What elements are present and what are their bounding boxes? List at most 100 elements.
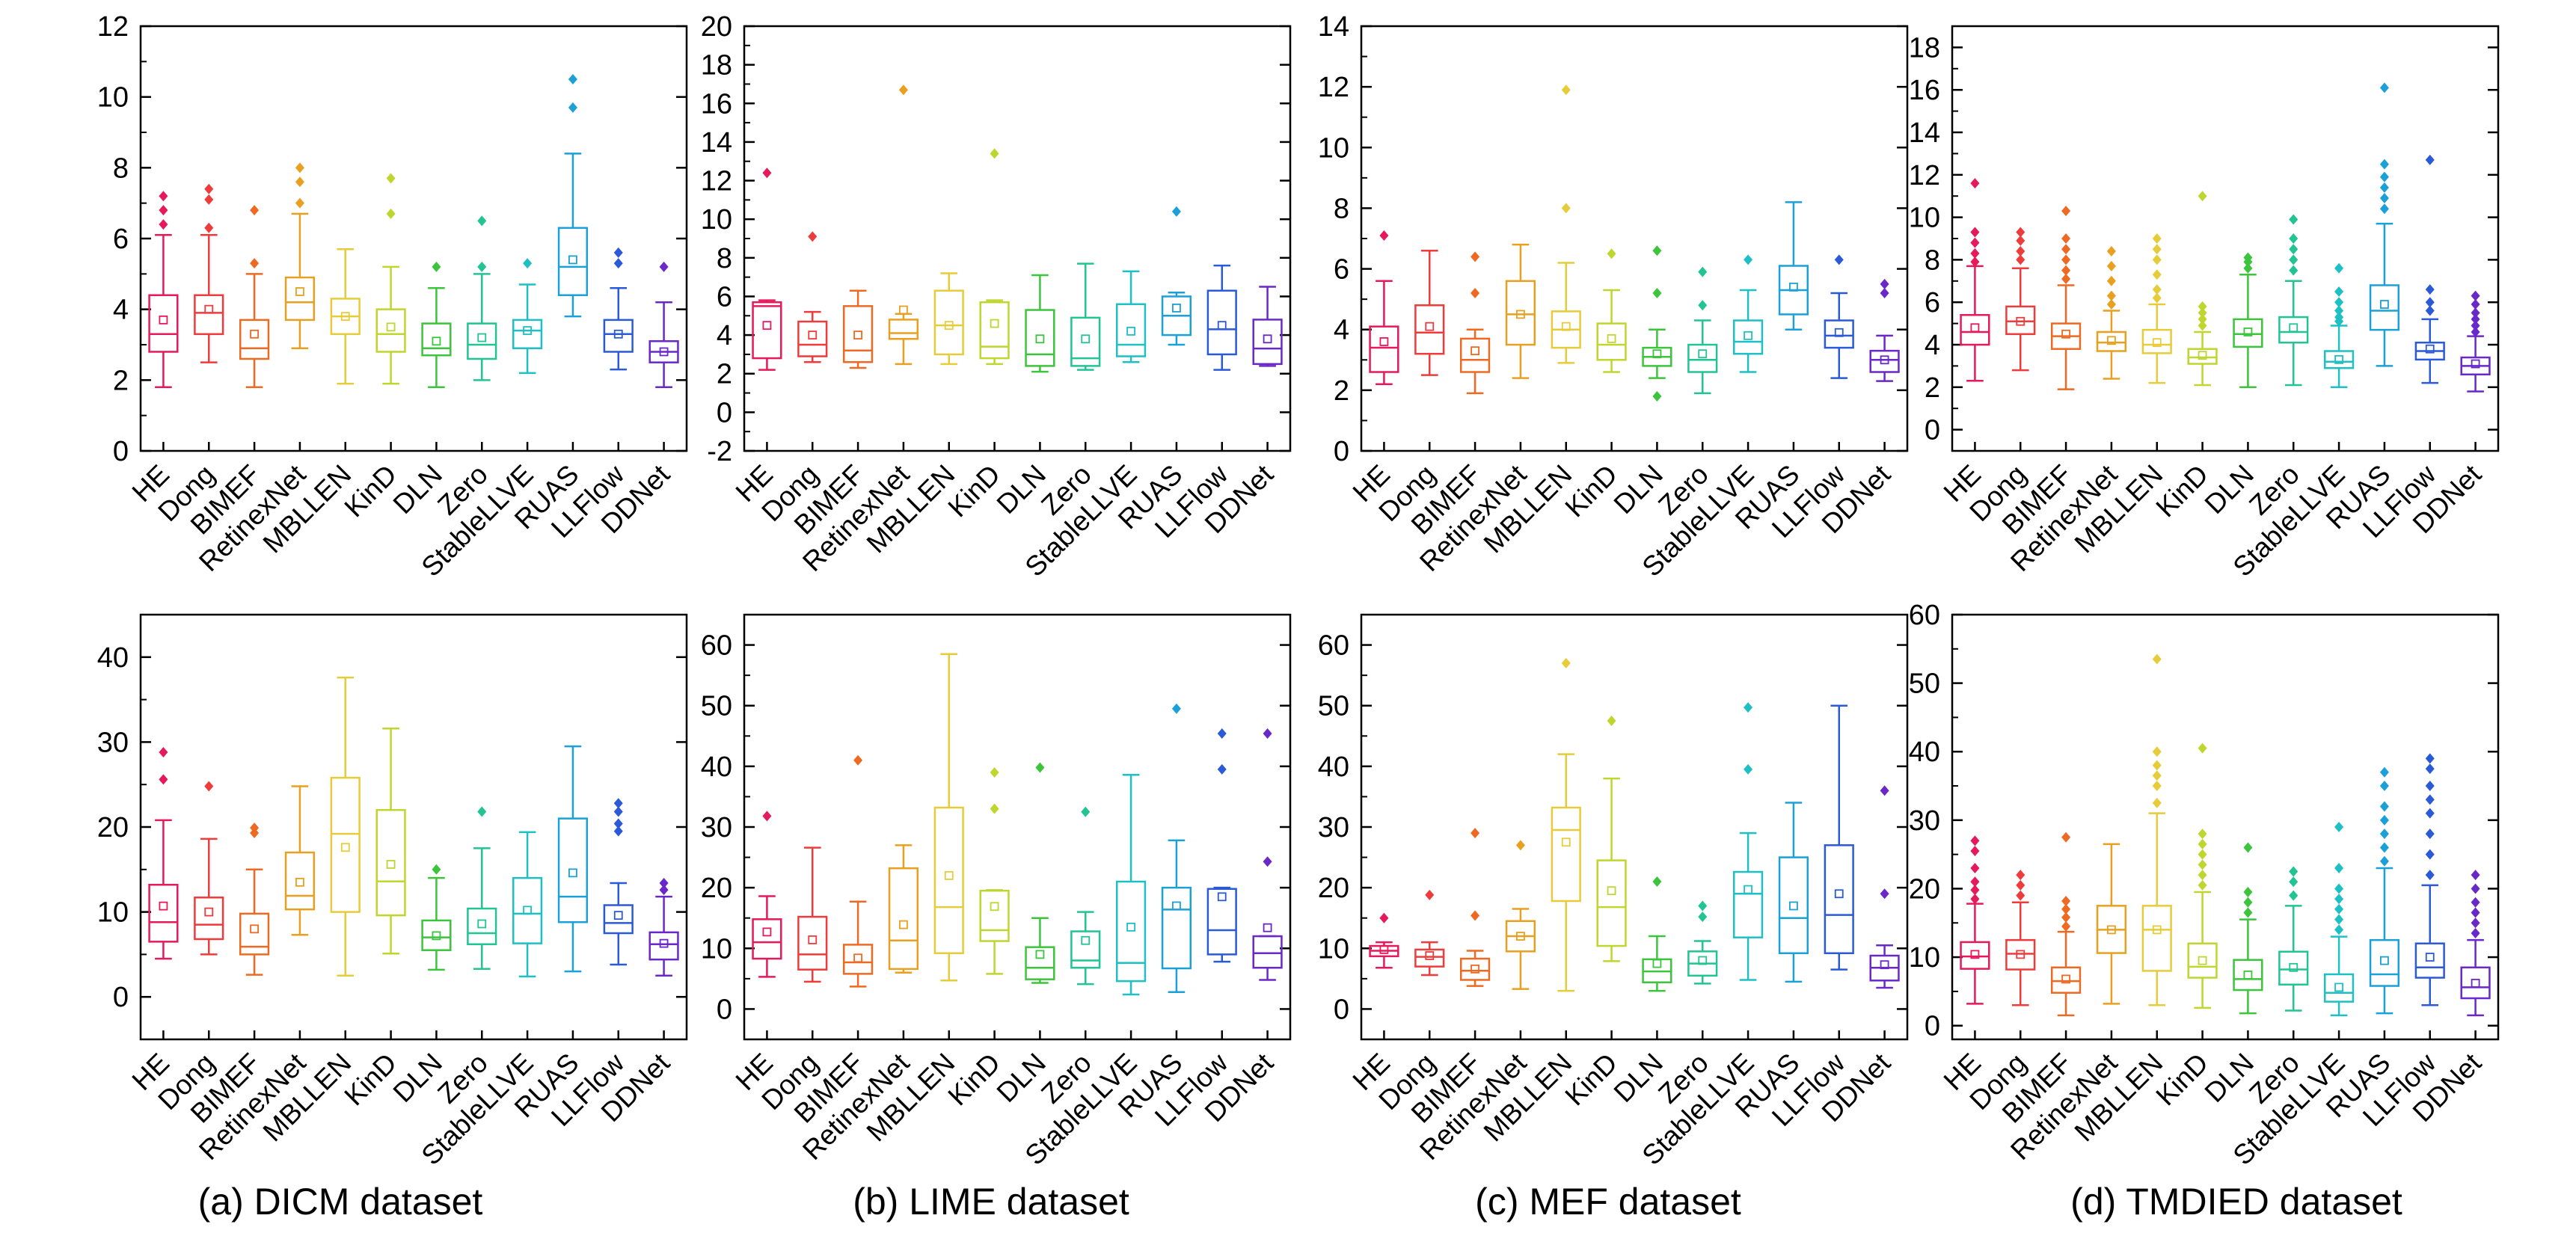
y-tick-label: -2 xyxy=(707,436,732,467)
box-iqr xyxy=(1732,319,1764,355)
mean-marker xyxy=(1652,959,1662,968)
mean-marker xyxy=(762,927,772,937)
box-RetinexNet xyxy=(888,844,919,974)
outlier-point xyxy=(1880,278,1889,289)
y-tick-label: 8 xyxy=(113,153,129,184)
mean-marker xyxy=(432,931,441,941)
box-Zero xyxy=(2278,214,2309,387)
box-DLN xyxy=(1025,274,1055,373)
outlier-point xyxy=(2016,870,2025,881)
outlier-point xyxy=(2152,797,2162,808)
box-iqr xyxy=(603,319,634,353)
box-HE xyxy=(752,167,782,371)
box-iqr xyxy=(194,897,224,941)
box-HE xyxy=(1369,230,1399,385)
mean-marker xyxy=(2380,300,2389,309)
y-tick-label: 10 xyxy=(701,204,732,236)
outlier-point xyxy=(2289,233,2299,244)
box-MBLLEN xyxy=(933,653,964,982)
chart-tmdied-top: 024681012141618HEDongBIMEFRetinexNetMBLL… xyxy=(1909,25,2500,582)
y-tick-label: 40 xyxy=(97,642,129,674)
outlier-point xyxy=(2471,907,2480,918)
outlier-point xyxy=(295,197,304,209)
mean-marker xyxy=(1263,334,1272,344)
box-iqr xyxy=(1070,316,1101,367)
box-iqr xyxy=(2096,331,2127,352)
outlier-point xyxy=(2471,299,2480,310)
mean-marker xyxy=(2243,328,2253,336)
mean-marker xyxy=(613,329,623,339)
mean-marker xyxy=(204,304,214,314)
mean-marker xyxy=(659,938,669,948)
box-Dong xyxy=(1414,249,1445,376)
mean-marker xyxy=(523,906,532,915)
box-iqr xyxy=(933,806,964,955)
x-tick-label: DLN xyxy=(1608,1048,1669,1108)
y-tick-label: 60 xyxy=(1909,600,1940,631)
x-tick-label: KinD xyxy=(1560,1048,1624,1112)
y-tick-label: 20 xyxy=(701,11,732,43)
outlier-point xyxy=(2198,301,2207,312)
y-tick-label: 0 xyxy=(113,982,129,1013)
y-tick-label: 30 xyxy=(701,812,732,843)
outlier-point xyxy=(2471,290,2480,301)
outlier-point xyxy=(2198,191,2207,202)
y-tick-label: 4 xyxy=(1334,315,1349,346)
plot-frame xyxy=(1360,25,1909,452)
outlier-point xyxy=(2471,870,2480,881)
mean-marker xyxy=(1471,964,1479,974)
box-iqr xyxy=(239,912,270,956)
outlier-point xyxy=(2379,855,2389,867)
outlier-point xyxy=(853,754,863,766)
y-tick-label: 18 xyxy=(701,50,732,82)
outlier-point xyxy=(2243,897,2253,908)
box-HE xyxy=(1369,912,1399,969)
outlier-point xyxy=(2425,808,2435,819)
y-tick-label: 20 xyxy=(97,812,129,843)
box-iqr xyxy=(1115,303,1147,357)
box-iqr xyxy=(1732,870,1764,938)
box-KinD xyxy=(375,173,406,385)
outlier-point xyxy=(2425,284,2435,295)
outlier-point xyxy=(1880,888,1889,900)
box-iqr xyxy=(330,776,361,913)
outlier-point xyxy=(204,183,214,194)
y-tick-label: 4 xyxy=(1925,330,1940,361)
outlier-point xyxy=(2425,297,2435,308)
mean-marker xyxy=(944,321,954,331)
mean-marker xyxy=(1516,932,1525,941)
mean-marker xyxy=(1561,837,1571,847)
box-iqr xyxy=(1070,930,1101,969)
box-Zero xyxy=(1070,806,1101,986)
outlier-point xyxy=(762,811,772,822)
mean-marker xyxy=(386,860,396,869)
outlier-point xyxy=(1970,846,1980,857)
outlier-point xyxy=(2379,82,2389,93)
box-Dong xyxy=(194,183,224,363)
y-tick-label: 20 xyxy=(1318,873,1349,904)
mean-marker xyxy=(295,287,304,296)
outlier-point xyxy=(1652,876,1662,888)
outlier-point xyxy=(2289,876,2299,888)
outlier-point xyxy=(2152,760,2162,771)
outlier-point xyxy=(2334,286,2344,297)
y-tick-label: 10 xyxy=(97,82,129,114)
outlier-point xyxy=(2152,233,2162,244)
outlier-point xyxy=(1471,910,1480,921)
y-tick-label: 12 xyxy=(701,166,732,197)
box-iqr xyxy=(375,809,406,917)
box-RUAS xyxy=(2369,766,2400,1015)
outlier-point xyxy=(250,258,260,269)
mean-marker xyxy=(2198,956,2207,965)
outlier-point xyxy=(432,261,441,272)
box-iqr xyxy=(194,294,224,336)
outlier-point xyxy=(2198,320,2207,331)
chart-mef-top: 02468101214HEDongBIMEFRetinexNetMBLLENKi… xyxy=(1318,11,1909,582)
outlier-point xyxy=(2471,326,2480,337)
box-LLFlow xyxy=(2414,154,2445,384)
box-KinD xyxy=(375,727,406,955)
chart-lime-bottom: 0102030405060HEDongBIMEFRetinexNetMBLLEN… xyxy=(701,613,1292,1171)
box-DLN xyxy=(1642,245,1672,402)
y-tick-label: 0 xyxy=(1925,1011,1940,1042)
